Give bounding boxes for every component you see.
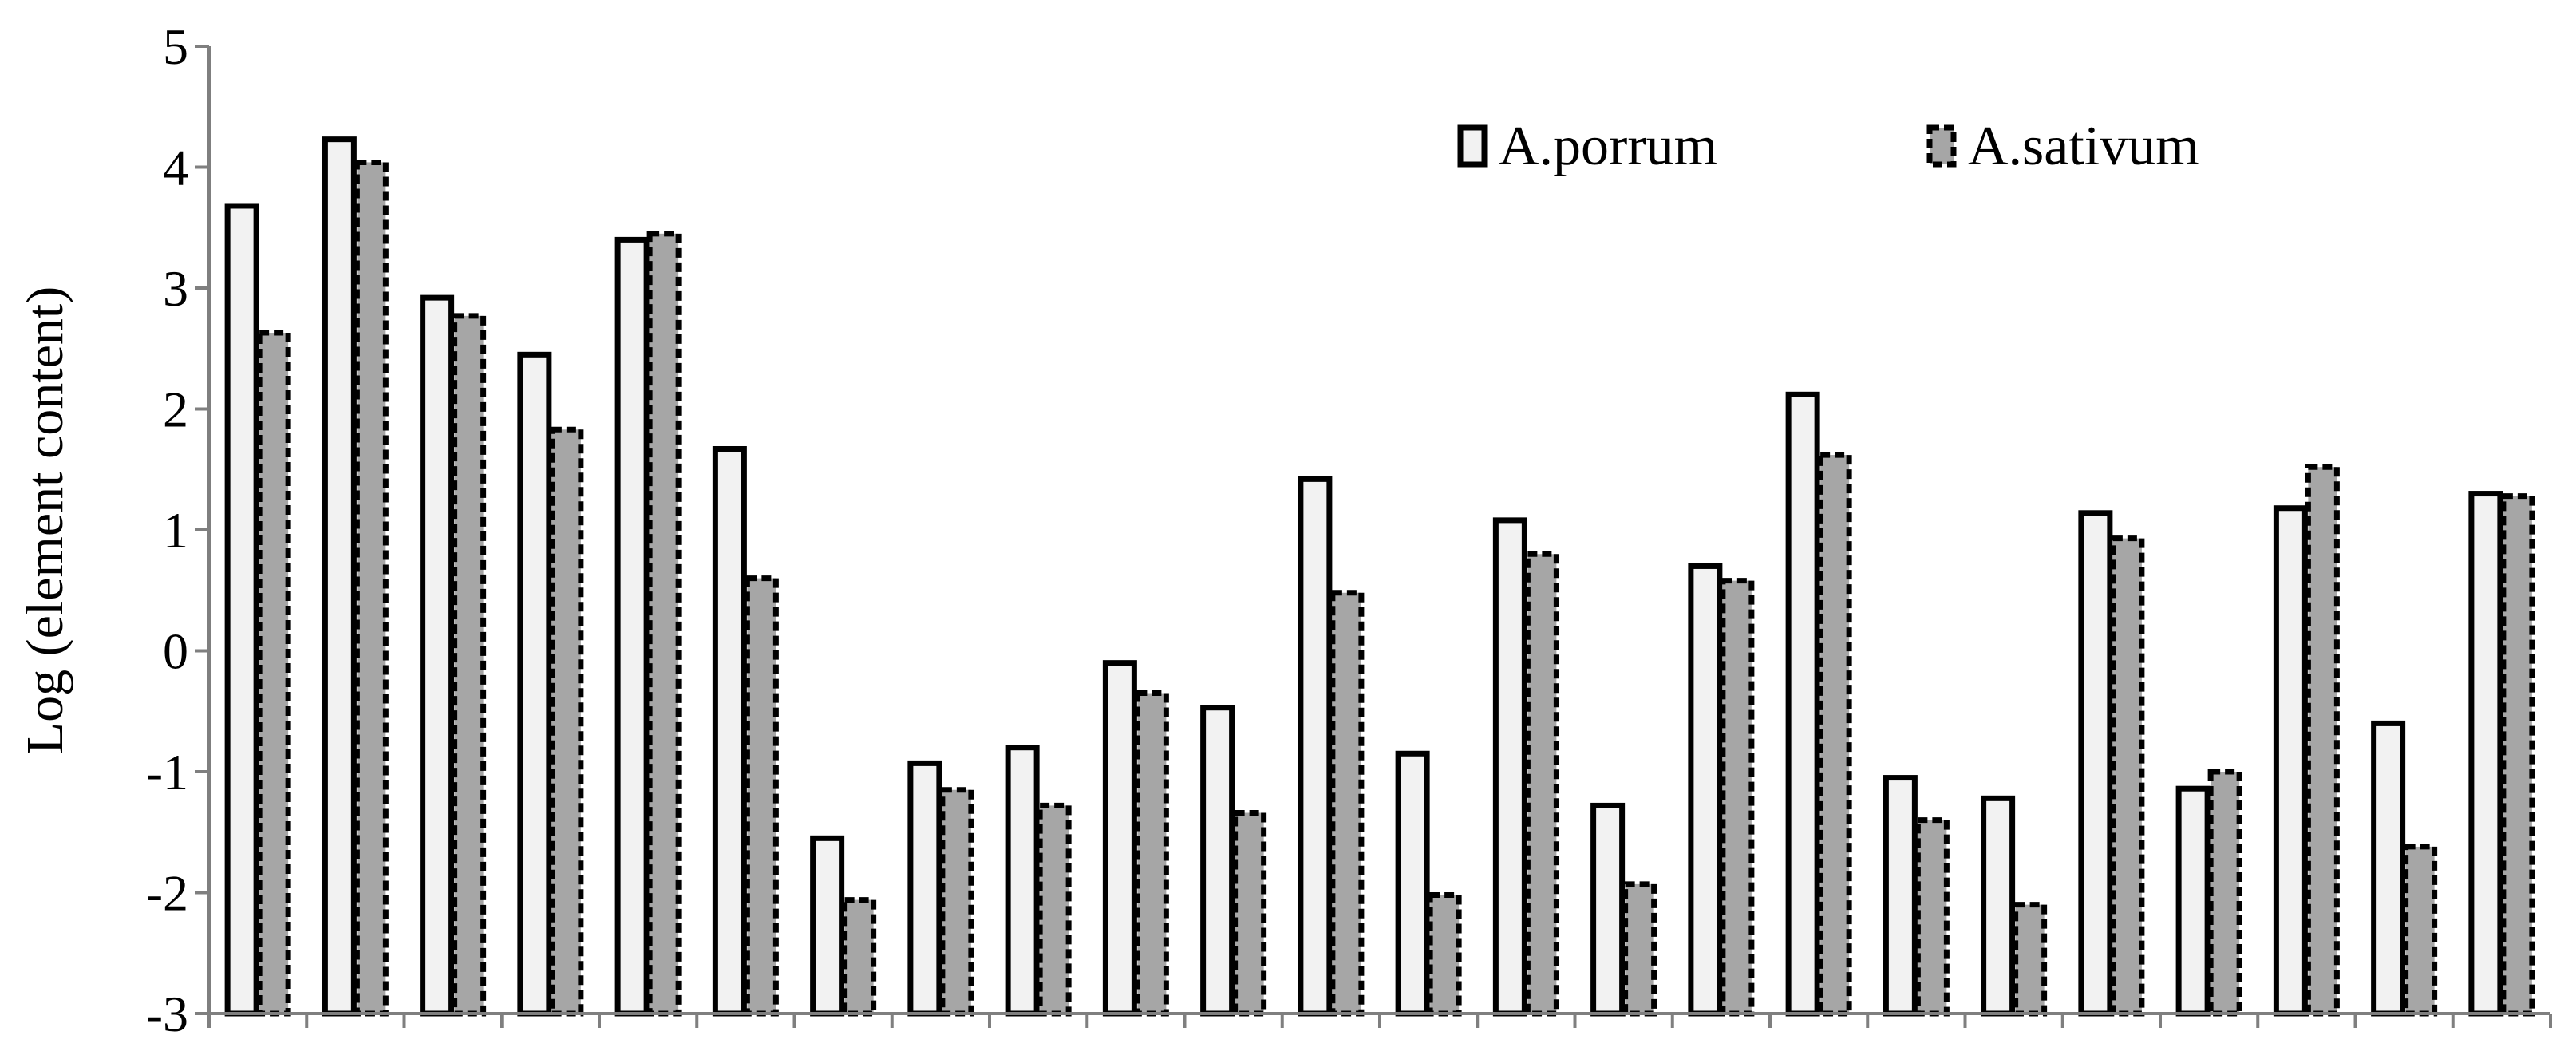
bar-a-sativum-13 bbox=[1427, 892, 1462, 1017]
bar-group bbox=[224, 136, 2535, 1017]
bar-a-porrum-23 bbox=[2371, 720, 2406, 1017]
bar-a-sativum-11 bbox=[1232, 810, 1267, 1017]
bar-a-sativum-6 bbox=[744, 575, 779, 1017]
legend-swatch-a-sativum bbox=[1926, 124, 1957, 168]
bar-a-sativum-14 bbox=[1524, 551, 1559, 1017]
y-tick-label: -1 bbox=[146, 744, 188, 800]
bar-a-sativum-9 bbox=[1037, 802, 1072, 1017]
bar-a-porrum-11 bbox=[1200, 705, 1235, 1017]
y-tick-label: -3 bbox=[146, 986, 188, 1042]
bar-a-sativum-5 bbox=[646, 231, 682, 1017]
legend: A.porrum A.sativum bbox=[1457, 116, 2199, 177]
bar-a-porrum-4 bbox=[517, 351, 552, 1017]
y-tick-label: 0 bbox=[163, 623, 188, 680]
bar-a-sativum-4 bbox=[549, 426, 584, 1017]
bar-a-porrum-9 bbox=[1005, 745, 1040, 1017]
bar-a-porrum-17 bbox=[1785, 391, 1820, 1017]
bar-a-porrum-14 bbox=[1492, 517, 1527, 1017]
bar-a-sativum-1 bbox=[256, 330, 291, 1017]
bar-a-porrum-21 bbox=[2175, 785, 2211, 1017]
bar-a-sativum-3 bbox=[452, 313, 487, 1017]
axes: 5 4 3 2 1 0 -1 -2 -3 bbox=[146, 18, 2552, 1042]
y-tick-label: 3 bbox=[163, 260, 188, 317]
bar-a-porrum-15 bbox=[1590, 802, 1626, 1017]
bar-a-sativum-16 bbox=[1720, 578, 1755, 1017]
bar-a-sativum-24 bbox=[2500, 493, 2535, 1017]
y-tick-label: 5 bbox=[163, 18, 188, 75]
y-tick-label: 1 bbox=[163, 502, 188, 559]
bar-a-sativum-22 bbox=[2305, 464, 2340, 1017]
bar-a-sativum-10 bbox=[1134, 690, 1169, 1017]
bar-a-porrum-10 bbox=[1102, 660, 1137, 1017]
bar-a-porrum-8 bbox=[907, 760, 942, 1017]
bar-a-porrum-5 bbox=[614, 236, 650, 1017]
bar-a-sativum-7 bbox=[842, 897, 877, 1017]
bar-a-sativum-18 bbox=[1914, 817, 1950, 1017]
bar-a-porrum-22 bbox=[2273, 505, 2308, 1017]
legend-label-a-porrum: A.porrum bbox=[1499, 116, 1717, 177]
bar-a-porrum-6 bbox=[712, 445, 747, 1017]
legend-swatch-a-porrum bbox=[1457, 124, 1488, 168]
bar-a-sativum-21 bbox=[2207, 769, 2242, 1017]
bar-a-sativum-8 bbox=[939, 787, 974, 1017]
bar-a-porrum-19 bbox=[1981, 795, 2016, 1017]
bar-a-sativum-23 bbox=[2403, 844, 2438, 1017]
bar-a-porrum-12 bbox=[1298, 476, 1333, 1017]
bar-a-sativum-12 bbox=[1329, 590, 1365, 1017]
bar-a-porrum-20 bbox=[2078, 510, 2113, 1017]
bar-a-sativum-20 bbox=[2110, 535, 2145, 1017]
y-axis-title: Log (element content) bbox=[16, 286, 74, 754]
bar-a-porrum-3 bbox=[420, 294, 455, 1017]
bar-a-porrum-7 bbox=[810, 835, 845, 1017]
bar-a-sativum-17 bbox=[1817, 452, 1852, 1017]
bar-a-porrum-24 bbox=[2468, 491, 2503, 1017]
bar-a-porrum-16 bbox=[1688, 563, 1723, 1017]
bar-a-sativum-2 bbox=[354, 159, 389, 1017]
bar-a-porrum-2 bbox=[322, 136, 357, 1017]
bar-a-sativum-19 bbox=[2013, 902, 2048, 1017]
y-tick-label: 4 bbox=[163, 140, 188, 196]
y-tick-label: -2 bbox=[146, 865, 188, 922]
bar-a-porrum-18 bbox=[1883, 775, 1918, 1017]
bar-a-porrum-1 bbox=[224, 203, 259, 1017]
legend-label-a-sativum: A.sativum bbox=[1968, 116, 2199, 177]
bar-a-porrum-13 bbox=[1395, 750, 1430, 1017]
y-tick-label: 2 bbox=[163, 381, 188, 438]
bar-a-sativum-15 bbox=[1622, 881, 1657, 1017]
